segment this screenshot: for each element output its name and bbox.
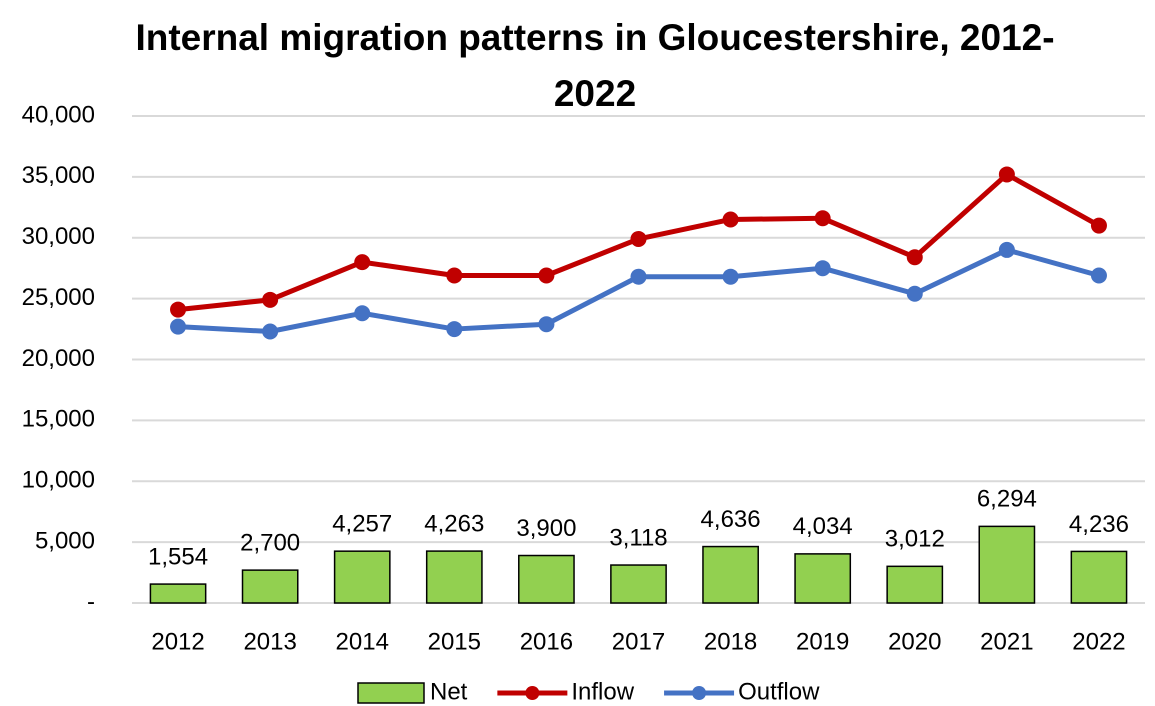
bar — [425, 550, 483, 604]
data-label: 4,236 — [1069, 511, 1129, 538]
marker — [998, 241, 1015, 258]
data-label: 4,263 — [424, 510, 484, 537]
data-label: 3,900 — [516, 515, 576, 542]
bar — [978, 525, 1036, 604]
marker — [906, 285, 923, 302]
data-label: 3,012 — [885, 526, 945, 553]
marker — [814, 260, 831, 277]
marker — [354, 254, 371, 271]
data-label: 4,636 — [701, 506, 761, 533]
y-tick-label: 10,000 — [22, 467, 95, 494]
bar — [610, 564, 667, 604]
bar — [1070, 550, 1128, 604]
x-tick-label: 2020 — [888, 628, 941, 655]
data-label: 4,257 — [332, 511, 392, 538]
marker — [630, 268, 647, 285]
marker — [262, 291, 279, 308]
data-label: 3,118 — [609, 524, 667, 551]
marker — [630, 230, 647, 247]
bar — [333, 550, 391, 604]
data-label: 2,700 — [240, 529, 300, 556]
x-tick-label: 2018 — [704, 628, 757, 655]
y-tick-label: 25,000 — [22, 284, 95, 311]
legend-label: Inflow — [571, 678, 634, 705]
x-tick-label: 2017 — [612, 628, 665, 655]
y-tick-label: 15,000 — [22, 406, 95, 433]
line — [177, 247, 1100, 334]
marker — [354, 305, 371, 322]
marker — [446, 321, 463, 338]
marker — [906, 249, 923, 266]
y-tick-label: 30,000 — [22, 223, 95, 250]
marker — [722, 211, 739, 228]
bar — [886, 565, 944, 604]
marker — [722, 268, 739, 285]
bar — [149, 583, 207, 604]
x-tick-label: 2022 — [1072, 628, 1125, 655]
x-tick-label: 2014 — [336, 628, 389, 655]
x-tick-label: 2021 — [980, 628, 1033, 655]
y-tick-label: - — [87, 588, 95, 615]
x-tick-label: 2015 — [428, 628, 481, 655]
y-tick-label: 35,000 — [22, 162, 95, 189]
marker — [170, 301, 187, 318]
legend-marker — [692, 686, 707, 700]
bar — [702, 545, 759, 604]
marker — [446, 267, 463, 284]
x-tick-label: 2019 — [796, 628, 849, 655]
marker — [814, 210, 831, 227]
marker — [262, 323, 279, 340]
data-label: 4,034 — [793, 513, 853, 540]
marker — [1090, 267, 1107, 284]
legend-marker — [525, 686, 540, 700]
y-tick-label: 5,000 — [35, 527, 95, 554]
marker — [538, 316, 555, 333]
x-tick-label: 2012 — [151, 628, 204, 655]
x-tick-label: 2013 — [243, 628, 296, 655]
marker — [1090, 217, 1107, 234]
x-tick-label: 2016 — [520, 628, 573, 655]
bar — [241, 569, 299, 604]
data-label: 1,554 — [148, 543, 208, 570]
legend-label: Outflow — [738, 678, 820, 705]
bar — [518, 554, 575, 604]
marker — [170, 318, 187, 335]
y-tick-label: 20,000 — [22, 345, 95, 372]
data-label: 6,294 — [977, 486, 1037, 513]
bar — [794, 553, 852, 604]
chart-title: Internal migration patterns in Glouceste… — [135, 17, 1055, 114]
marker — [538, 267, 555, 284]
legend-label: Net — [430, 678, 468, 705]
marker — [998, 166, 1015, 183]
legend-swatch — [357, 682, 425, 704]
y-tick-label: 40,000 — [22, 101, 95, 128]
